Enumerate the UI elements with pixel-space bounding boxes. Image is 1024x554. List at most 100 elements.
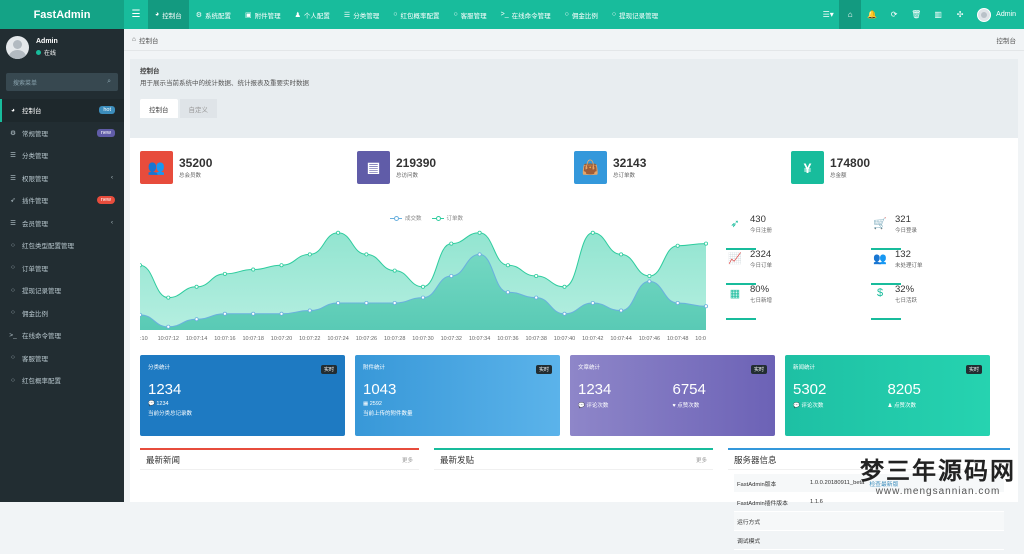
data-point[interactable] [563,312,566,315]
data-point[interactable] [506,264,509,267]
trash-icon[interactable]: 🗑 [905,0,927,29]
data-point[interactable] [648,280,651,283]
data-point[interactable] [308,253,311,256]
data-point[interactable] [450,242,453,245]
x-tick-label: 10:07:14 [186,336,207,342]
topnav-label: 个人配置 [304,10,330,20]
data-point[interactable] [676,244,679,247]
more-link[interactable]: 更多 [696,456,707,464]
data-point[interactable] [506,291,509,294]
sidebar-item[interactable]: ○订单管理 [0,257,124,280]
sidebar-item[interactable]: ○提现记录管理 [0,279,124,302]
topnav-item[interactable]: >_在线命令管理 [494,0,558,29]
data-point[interactable] [620,253,623,256]
data-point[interactable] [252,268,255,271]
sidebar-item[interactable]: ○红包类型配置管理 [0,234,124,257]
menu-toggle-icon[interactable]: ☰ [124,0,148,29]
data-point[interactable] [337,301,340,304]
home-icon[interactable]: ⌂ [839,0,861,29]
legend-item-orders[interactable]: 订单数 [432,214,464,222]
card-value: 6754 [673,381,768,398]
data-point[interactable] [223,312,226,315]
data-point[interactable] [563,285,566,288]
topnav-item[interactable]: ○佣金比例 [558,0,605,29]
card-value: 1043 [363,381,552,398]
tab-dashboard[interactable]: 控制台 [140,99,178,118]
sidebar-item[interactable]: ○红包概率配置 [0,369,124,392]
data-point[interactable] [393,269,396,272]
topnav-item[interactable]: ☰分类管理 [337,0,386,29]
data-point[interactable] [140,313,142,316]
data-point[interactable] [167,325,170,328]
data-point[interactable] [393,301,396,304]
data-point[interactable] [704,305,707,308]
breadcrumb-home[interactable]: ⌂控制台 [132,35,158,45]
data-point[interactable] [140,264,142,267]
data-point[interactable] [308,309,311,312]
list-icon: ☰ [9,219,17,227]
panel-title: 服务器信息 [734,454,777,466]
sidebar-item[interactable]: ☰权限管理‹ [0,167,124,190]
data-point[interactable] [648,274,651,277]
data-point[interactable] [195,285,198,288]
data-point[interactable] [223,272,226,275]
topnav-item[interactable]: ⚙系统配置 [189,0,238,29]
topnav-item[interactable]: ○提现记录管理 [605,0,665,29]
data-point[interactable] [535,296,538,299]
legend-item-deals[interactable]: 成交数 [390,214,422,222]
sidebar-item[interactable]: ○客服管理 [0,347,124,370]
fullscreen-icon[interactable]: ✣ [949,0,971,29]
data-point[interactable] [591,231,594,234]
refresh-icon[interactable]: ⟳ [883,0,905,29]
sidebar-item[interactable]: >_在线命令管理 [0,324,124,347]
data-point[interactable] [365,301,368,304]
topnav-item[interactable]: ○客服管理 [446,0,493,29]
latest-posts-panel: 最新发贴更多 [434,448,713,502]
sidebar-item[interactable]: ☰会员管理‹ [0,212,124,235]
language-icon[interactable]: ▥ [927,0,949,29]
sidebar-item[interactable]: ☰分类管理 [0,144,124,167]
list-icon: ☰ [9,151,17,159]
more-link[interactable]: 更多 [402,456,413,464]
data-point[interactable] [450,274,453,277]
data-point[interactable] [676,301,679,304]
topnav-item[interactable]: ◕控制台 [148,0,189,29]
breadcrumb-right[interactable]: 控制台 [997,35,1017,45]
data-point[interactable] [421,285,424,288]
data-point[interactable] [478,231,481,234]
data-point[interactable] [421,296,424,299]
data-point[interactable] [252,312,255,315]
bell-icon[interactable]: 🔔 [861,0,883,29]
app-logo[interactable]: FastAdmin [0,0,124,29]
sidebar-item[interactable]: ○佣金比例 [0,302,124,325]
top-user-menu[interactable]: Admin [971,0,1024,29]
circle-icon: ○ [9,242,17,249]
data-point[interactable] [620,309,623,312]
data-point[interactable] [280,264,283,267]
data-point[interactable] [167,296,170,299]
tab-custom[interactable]: 自定义 [180,99,218,118]
topnav-item[interactable]: ▣附件管理 [238,0,288,29]
layout-dropdown-icon[interactable]: ☰▾ [817,0,839,29]
dashboard-panel: 控制台 用于展示当前系统中的统计数据、统计报表及重要实时数据 控制台 自定义 👥… [130,59,1018,502]
card-sub: 💬 评论次数 [578,401,673,409]
data-point[interactable] [337,231,340,234]
sidebar-search-input[interactable]: 搜索菜单 ⌕ [6,73,118,91]
info-key: 运行方式 [734,517,810,526]
data-point[interactable] [280,312,283,315]
data-point[interactable] [535,274,538,277]
side-stat-value: 32% [895,284,917,295]
topnav-item[interactable]: ♟个人配置 [288,0,337,29]
data-point[interactable] [591,301,594,304]
page-title: 控制台 [140,65,1008,75]
data-point[interactable] [478,253,481,256]
search-icon[interactable]: ⌕ [107,78,111,86]
data-point[interactable] [365,253,368,256]
data-point[interactable] [195,318,198,321]
data-point[interactable] [704,242,707,245]
topnav-item[interactable]: ○红包概率配置 [386,0,446,29]
